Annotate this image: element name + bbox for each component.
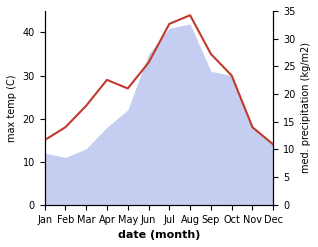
Y-axis label: med. precipitation (kg/m2): med. precipitation (kg/m2) <box>301 42 311 173</box>
X-axis label: date (month): date (month) <box>118 230 200 240</box>
Y-axis label: max temp (C): max temp (C) <box>7 74 17 142</box>
